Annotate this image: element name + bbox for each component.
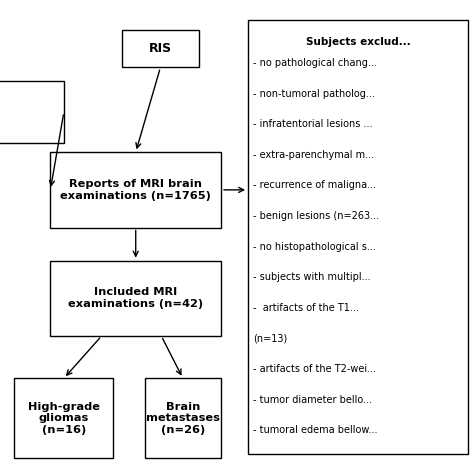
FancyBboxPatch shape [14, 378, 113, 458]
FancyBboxPatch shape [145, 378, 221, 458]
Text: - non-tumoral patholog...: - non-tumoral patholog... [254, 89, 375, 99]
FancyBboxPatch shape [122, 30, 199, 67]
Text: High-grade
gliomas
(n=16): High-grade gliomas (n=16) [28, 402, 100, 435]
Text: - no histopathological s...: - no histopathological s... [254, 242, 376, 252]
Text: Included MRI
examinations (n=42): Included MRI examinations (n=42) [68, 287, 203, 309]
Text: RIS: RIS [149, 42, 172, 55]
Text: Brain
metastases
(n=26): Brain metastases (n=26) [146, 402, 220, 435]
Text: (n=13): (n=13) [254, 334, 288, 344]
FancyBboxPatch shape [248, 20, 468, 454]
Text: -  artifacts of the T1...: - artifacts of the T1... [254, 303, 359, 313]
Text: - tumoral edema bellow...: - tumoral edema bellow... [254, 426, 378, 436]
Text: - subjects with multipl...: - subjects with multipl... [254, 273, 371, 283]
FancyBboxPatch shape [50, 261, 221, 336]
Text: - benign lesions (n=263...: - benign lesions (n=263... [254, 211, 380, 221]
Text: Subjects exclud...: Subjects exclud... [306, 36, 410, 47]
Text: - recurrence of maligna...: - recurrence of maligna... [254, 181, 376, 191]
Text: - extra-parenchymal m...: - extra-parenchymal m... [254, 150, 374, 160]
FancyBboxPatch shape [50, 152, 221, 228]
Text: - tumor diameter bello...: - tumor diameter bello... [254, 395, 373, 405]
Text: - artifacts of the T2-wei...: - artifacts of the T2-wei... [254, 364, 376, 374]
Text: - infratentorial lesions ...: - infratentorial lesions ... [254, 119, 373, 129]
Text: - no pathological chang...: - no pathological chang... [254, 58, 377, 68]
FancyBboxPatch shape [0, 82, 64, 143]
Text: Reports of MRI brain
examinations (n=1765): Reports of MRI brain examinations (n=176… [60, 179, 211, 201]
